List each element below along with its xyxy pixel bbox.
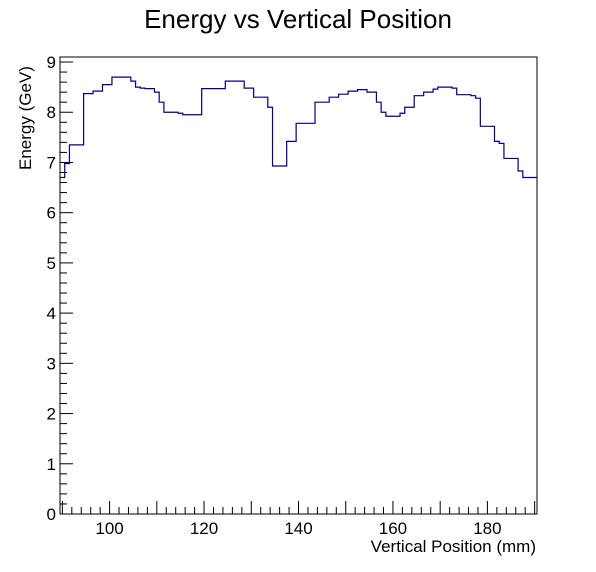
chart-title: Energy vs Vertical Position xyxy=(144,4,452,34)
y-tick-label: 7 xyxy=(47,153,56,172)
x-tick-label: 140 xyxy=(284,519,312,538)
y-tick-label: 4 xyxy=(47,304,56,323)
x-axis-label: Vertical Position (mm) xyxy=(371,537,536,556)
x-axis-ticks xyxy=(61,501,536,514)
x-tick-label: 180 xyxy=(473,519,501,538)
y-tick-label: 0 xyxy=(47,505,56,524)
y-tick-label: 2 xyxy=(47,405,56,424)
x-axis-tick-labels: 100 120 140 160 180 xyxy=(95,519,501,538)
y-tick-label: 1 xyxy=(47,455,56,474)
y-tick-label: 8 xyxy=(47,103,56,122)
y-axis-tick-labels: 0 1 2 3 4 5 6 7 8 9 xyxy=(47,53,56,524)
plot-frame xyxy=(59,56,538,515)
y-tick-label: 3 xyxy=(47,354,56,373)
y-tick-label: 9 xyxy=(47,53,56,72)
y-axis-label: Energy (GeV) xyxy=(16,66,35,170)
x-tick-label: 100 xyxy=(95,519,123,538)
y-tick-label: 6 xyxy=(47,204,56,223)
x-tick-label: 120 xyxy=(190,519,218,538)
y-tick-label: 5 xyxy=(47,254,56,273)
x-tick-label: 160 xyxy=(379,519,407,538)
histogram-series-line xyxy=(60,76,537,179)
y-axis-ticks xyxy=(60,61,73,515)
